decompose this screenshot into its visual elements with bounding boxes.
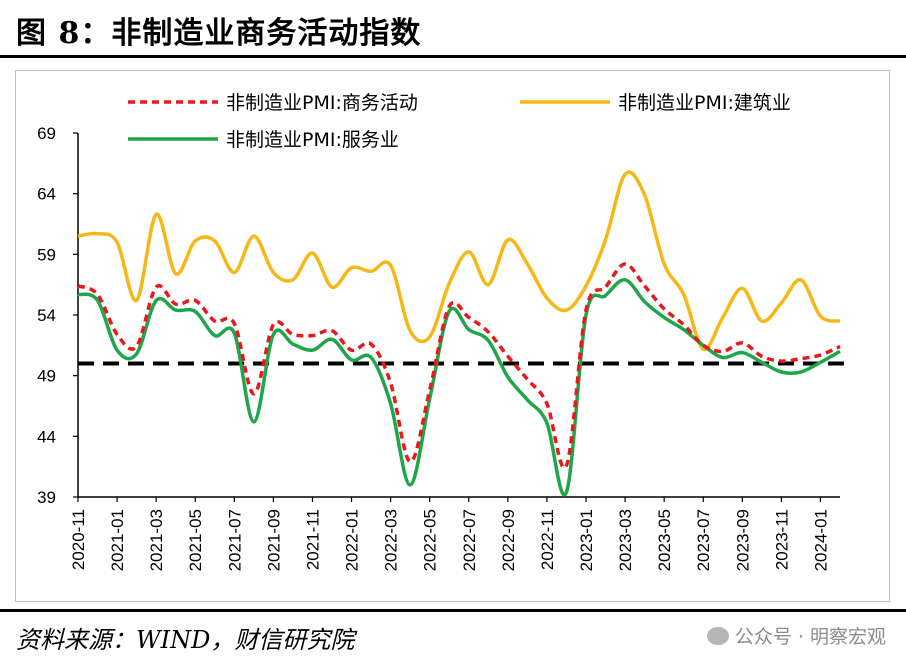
x-tick-label: 2022-01 xyxy=(343,509,362,571)
y-tick-label: 39 xyxy=(37,488,56,507)
y-tick-label: 64 xyxy=(37,185,56,204)
y-tick-label: 44 xyxy=(37,427,56,446)
x-tick-label: 2023-05 xyxy=(655,509,674,571)
legend-services-label: 非制造业PMI:服务业 xyxy=(226,129,399,151)
x-tick-label: 2024-01 xyxy=(811,509,830,571)
top-rule xyxy=(0,55,906,58)
x-tick-label: 2021-11 xyxy=(303,509,322,570)
x-tick-label: 2023-03 xyxy=(616,509,635,571)
x-tick-label: 2023-01 xyxy=(577,509,596,571)
y-tick-label: 59 xyxy=(37,245,56,264)
y-tick-label: 49 xyxy=(37,367,56,386)
series-layer xyxy=(77,170,841,497)
legend-construction-label: 非制造业PMI:建筑业 xyxy=(618,92,791,114)
chart-frame xyxy=(15,70,890,602)
bottom-rule xyxy=(0,609,906,612)
x-tick-label: 2023-11 xyxy=(772,509,791,570)
source-note: 资料来源：WIND，财信研究院 xyxy=(16,626,355,654)
legend-business-activity-label: 非制造业PMI:商务活动 xyxy=(226,92,418,114)
wechat-icon xyxy=(706,627,729,645)
chart-title: 图 8：非制造业商务活动指数 xyxy=(16,16,422,51)
axes-layer: 39 44 49 54 59 64 69 2020-11 2021-01 2021-03 2021-… xyxy=(37,124,850,571)
x-tick-label: 2020-11 xyxy=(69,509,88,570)
watermark: 公众号 · 明察宏观 xyxy=(706,622,886,649)
x-tick-label: 2023-09 xyxy=(733,509,752,571)
x-tick-label: 2022-07 xyxy=(460,509,479,571)
x-tick-label: 2021-09 xyxy=(264,509,283,571)
series-line-construction xyxy=(77,170,841,351)
watermark-text: 公众号 · 明察宏观 xyxy=(734,626,886,648)
x-tick-label: 2021-07 xyxy=(225,509,244,571)
x-tick-label: 2023-07 xyxy=(694,509,713,571)
x-tick-label: 2022-03 xyxy=(382,509,401,571)
y-tick-label: 69 xyxy=(37,124,56,143)
x-tick-label: 2022-11 xyxy=(538,509,557,570)
y-tick-label: 54 xyxy=(37,306,56,325)
x-tick-label: 2022-05 xyxy=(421,509,440,571)
series-line-business-activity xyxy=(77,262,841,470)
x-tick-label: 2022-09 xyxy=(499,509,518,571)
x-tick-label: 2021-05 xyxy=(186,509,205,571)
x-tick-label: 2021-03 xyxy=(147,509,166,571)
x-tick-label: 2021-01 xyxy=(108,509,127,571)
